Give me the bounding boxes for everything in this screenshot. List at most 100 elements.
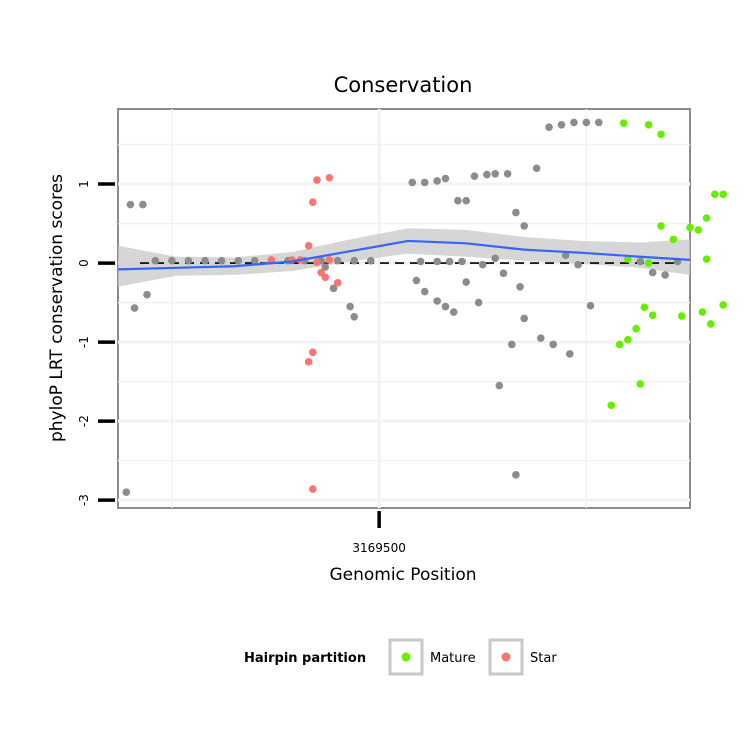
- point-other: [495, 381, 504, 390]
- point-other: [470, 172, 479, 180]
- point-other: [507, 340, 516, 349]
- legend-marker-star: [501, 652, 511, 662]
- point-other: [139, 200, 147, 209]
- point-mature: [624, 255, 632, 263]
- point-other: [350, 256, 359, 265]
- point-mature: [711, 190, 719, 199]
- plot-border: [117, 108, 691, 509]
- point-other: [445, 257, 454, 266]
- point-other: [433, 297, 441, 305]
- legend: Hairpin partition Mature Star: [244, 638, 557, 676]
- point-other: [433, 177, 441, 185]
- point-mature: [624, 335, 632, 344]
- point-other: [648, 268, 657, 277]
- point-other: [574, 260, 582, 269]
- confidence-band-area: [118, 228, 690, 287]
- point-star: [313, 258, 321, 267]
- point-other: [503, 169, 512, 178]
- point-star: [309, 198, 317, 207]
- point-star: [325, 256, 334, 264]
- x-axis-title: Genomic Position: [329, 565, 476, 585]
- y-tick-label: 0: [77, 259, 91, 267]
- point-other: [532, 164, 541, 173]
- point-other: [458, 257, 466, 266]
- point-other: [586, 301, 595, 310]
- legend-label-mature: Mature: [430, 651, 476, 666]
- y-tick-label: -3: [77, 494, 91, 506]
- point-mature: [607, 401, 616, 410]
- y-tick-label: -1: [77, 336, 91, 348]
- point-mature: [706, 320, 715, 328]
- point-other: [512, 208, 520, 217]
- point-other: [557, 121, 566, 129]
- point-mature: [686, 223, 694, 232]
- point-other: [329, 284, 338, 293]
- point-other: [130, 304, 139, 312]
- point-other: [420, 178, 429, 187]
- point-other: [474, 298, 483, 307]
- point-other: [561, 251, 570, 259]
- confidence-band: [118, 228, 690, 287]
- point-other: [565, 350, 574, 358]
- point-other: [549, 340, 558, 349]
- point-mature: [669, 235, 678, 244]
- point-other: [201, 256, 209, 265]
- point-other: [346, 302, 354, 311]
- smooth-curve: [117, 239, 691, 271]
- point-other: [595, 118, 603, 127]
- point-mature: [702, 214, 711, 222]
- point-other: [462, 278, 470, 286]
- legend-marker-mature: [401, 652, 411, 662]
- point-mature: [677, 312, 686, 320]
- y-tick-label: 1: [77, 180, 91, 188]
- legend-entry-mature: Mature: [388, 638, 476, 676]
- point-other: [661, 271, 669, 279]
- point-star: [309, 348, 317, 357]
- x-tick-label: 3169500: [352, 541, 405, 555]
- data-points: [122, 118, 727, 496]
- x-axis: 31695003169400: [352, 511, 406, 555]
- point-mature: [644, 259, 653, 267]
- point-mature: [719, 301, 727, 309]
- point-other: [499, 269, 508, 278]
- point-other: [250, 256, 259, 265]
- point-other: [491, 169, 499, 178]
- point-other: [416, 257, 425, 266]
- point-other: [462, 196, 470, 205]
- y-axis: -3 -2 -1 0 1: [77, 180, 115, 506]
- point-other: [420, 287, 429, 296]
- point-other: [333, 256, 342, 265]
- point-mature: [619, 119, 628, 128]
- point-other: [520, 314, 529, 323]
- point-other: [512, 471, 520, 479]
- point-other: [582, 118, 591, 127]
- smooth-line: [117, 239, 691, 271]
- point-mature: [719, 190, 727, 199]
- point-other: [441, 302, 450, 311]
- point-star: [321, 273, 330, 282]
- point-star: [304, 241, 313, 250]
- point-other: [234, 256, 243, 265]
- point-other: [483, 170, 491, 179]
- point-other: [122, 488, 131, 496]
- point-other: [151, 256, 160, 265]
- point-mature: [694, 226, 703, 234]
- point-mature: [636, 380, 645, 388]
- y-axis-title: phyloP LRT conservation scores: [47, 174, 67, 442]
- y-tick-label: -2: [77, 415, 91, 427]
- point-other: [408, 178, 417, 187]
- point-mature: [648, 311, 657, 320]
- point-other: [350, 312, 359, 321]
- point-mature: [632, 324, 640, 333]
- point-star: [309, 485, 317, 493]
- point-mature: [657, 222, 665, 230]
- point-star: [333, 279, 342, 287]
- point-other: [367, 256, 375, 265]
- point-star: [304, 358, 313, 366]
- point-other: [449, 308, 458, 316]
- point-other: [570, 118, 578, 127]
- point-other: [516, 282, 524, 291]
- point-other: [478, 260, 487, 269]
- chart-title: Conservation: [334, 73, 473, 97]
- point-star: [267, 256, 276, 264]
